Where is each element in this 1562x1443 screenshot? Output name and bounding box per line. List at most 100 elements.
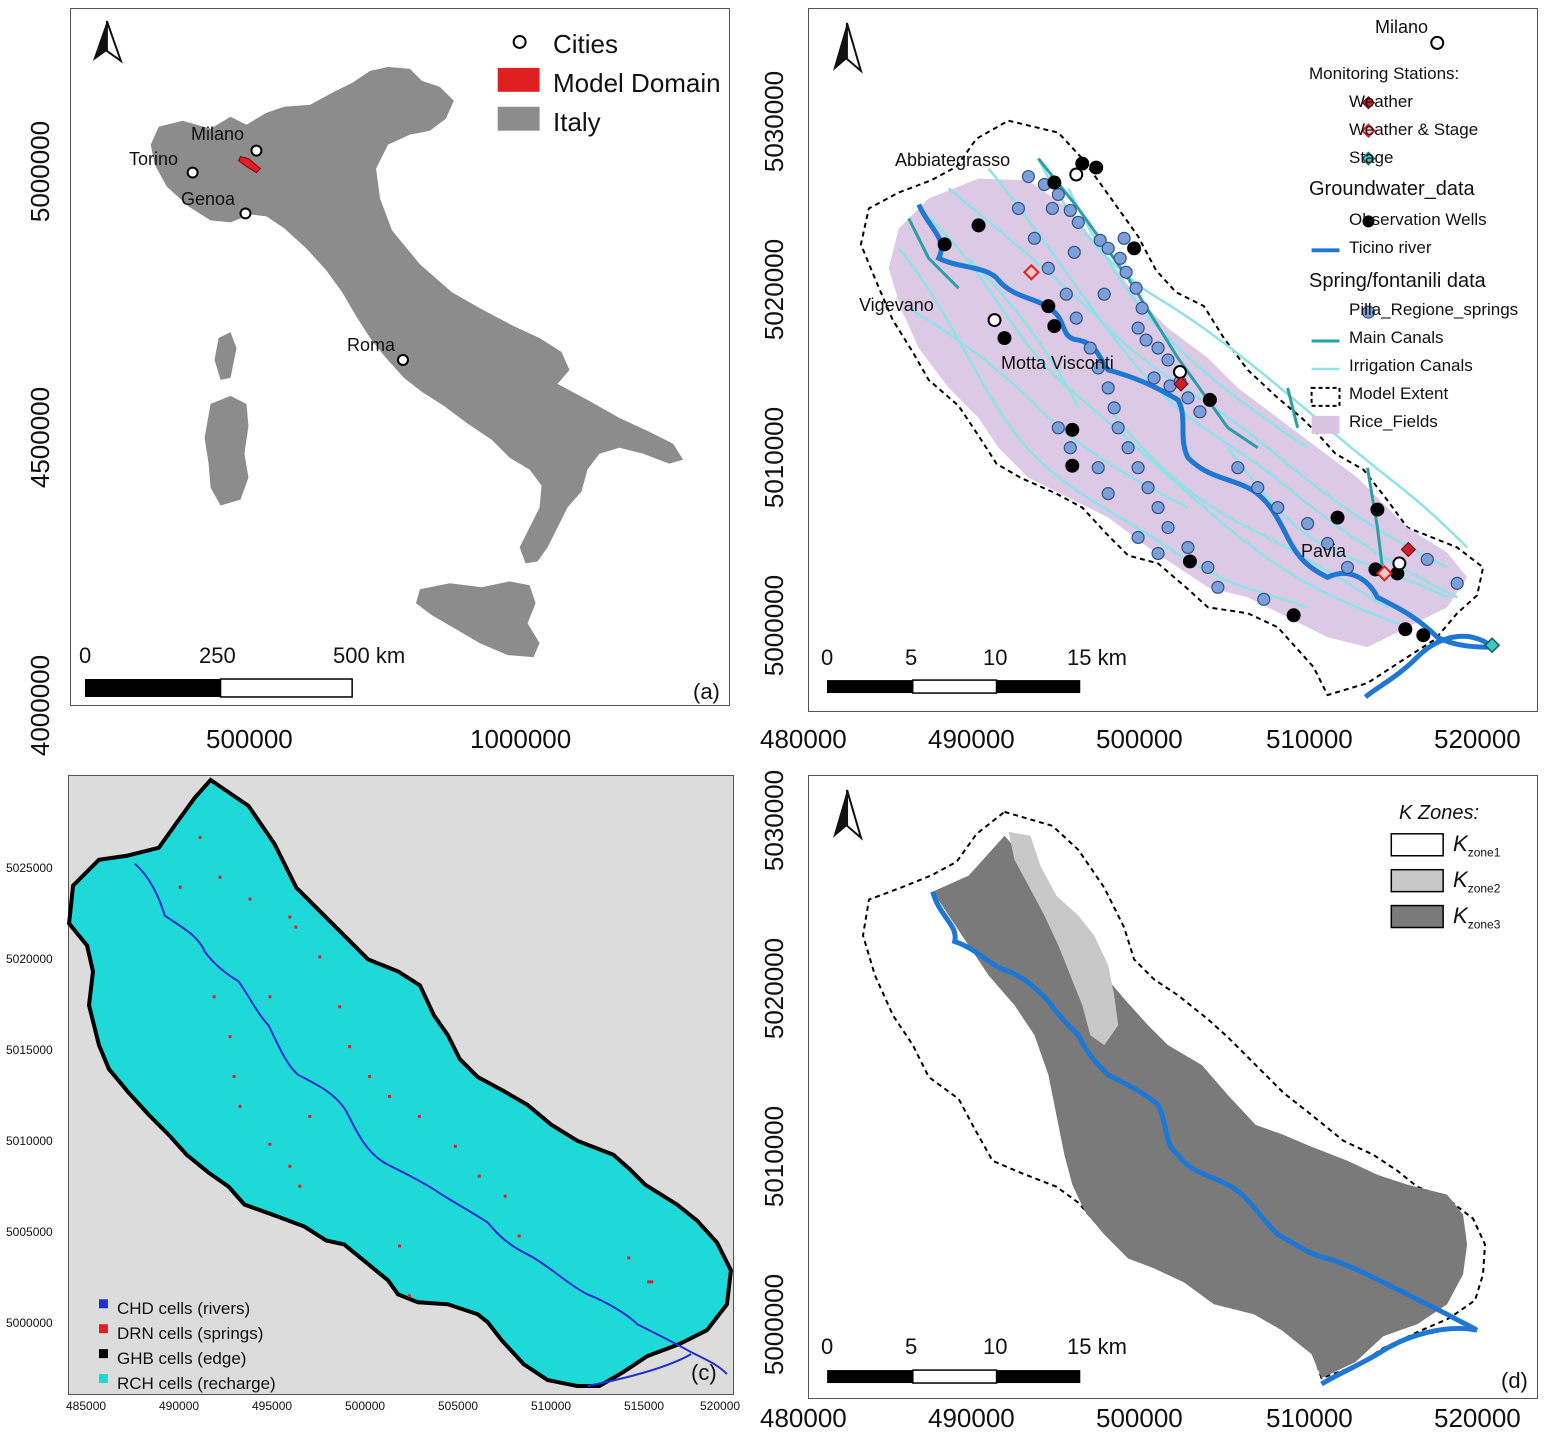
d-xtick-0: 480000 xyxy=(760,1403,847,1433)
springs-points xyxy=(1011,169,1464,606)
b-city-motta-marker xyxy=(1172,364,1187,379)
legend-rch-label: RCH cells (recharge) xyxy=(117,1374,276,1393)
legend-springs-label: Pilla_Regione_springs xyxy=(1349,300,1519,319)
north-arrow-icon xyxy=(833,789,863,841)
b-ytick-2: 5010000 xyxy=(759,406,790,509)
c-xtick-4: 505000 xyxy=(438,1399,479,1413)
legend-model-domain-label: Model Domain xyxy=(553,68,721,98)
d-xtick-1: 490000 xyxy=(928,1403,1015,1433)
legend-model-extent-label: Model Extent xyxy=(1349,384,1449,403)
b-city-abbiategrasso-marker xyxy=(1069,167,1084,182)
legend-irrigation-canals-label: Irrigation Canals xyxy=(1349,356,1473,375)
panel-b: Milano Abbiategrasso Vigevano Motta Visc… xyxy=(759,0,1562,765)
scale-bar-b-3 xyxy=(996,680,1081,694)
legend-weather-stage-label: Weather & Stage xyxy=(1349,120,1479,139)
a-xtick-1: 1000000 xyxy=(470,724,572,754)
legend-wells-label: Observation Wells xyxy=(1349,210,1487,229)
panel-d: K Zones: Kzone1 Kzone2 Kzone3 0 5 10 15 … xyxy=(759,765,1562,1443)
scale-bar-d-3 xyxy=(996,1370,1081,1384)
rch-cells-area xyxy=(67,777,733,1389)
panel-a-label: (a) xyxy=(693,679,720,704)
legend-model-domain-swatch xyxy=(497,67,540,92)
b-city-pavia-marker xyxy=(1392,556,1407,571)
rice-fields xyxy=(888,178,1468,648)
legend-springs-symbol xyxy=(1361,305,1376,319)
legend-spring-title: Spring/fontanili data xyxy=(1309,270,1486,292)
panel-b-legend: Monitoring Stations: Weather Weather & S… xyxy=(1309,64,1518,440)
b-xtick-0: 480000 xyxy=(760,724,847,754)
legend-kzone1-swatch xyxy=(1390,833,1444,857)
scale-bar-d-1 xyxy=(827,1370,913,1384)
c-ytick-0: 5025000 xyxy=(6,861,53,875)
scale-bar-b-2 xyxy=(911,679,998,694)
main-canals xyxy=(907,157,1384,568)
c-xtick-6: 515000 xyxy=(624,1399,665,1413)
legend-chd-swatch xyxy=(98,1299,108,1309)
a-xtick-0: 500000 xyxy=(206,724,293,754)
legend-ghb-swatch xyxy=(98,1349,108,1359)
legend-italy-swatch xyxy=(497,106,540,131)
c-xtick-1: 490000 xyxy=(159,1399,200,1413)
city-roma-marker xyxy=(397,354,409,366)
panel-c-map-frame: CHD cells (rivers) DRN cells (springs) G… xyxy=(67,775,734,1395)
scale-d-10: 10 xyxy=(983,1334,1008,1359)
city-label-genoa: Genoa xyxy=(181,189,236,209)
scale-d-15: 15 km xyxy=(1067,1334,1127,1359)
b-xtick-3: 510000 xyxy=(1266,724,1353,754)
b-xtick-1: 490000 xyxy=(928,724,1015,754)
legend-groundwater-title: Groundwater_data xyxy=(1309,178,1475,200)
panel-c: CHD cells (rivers) DRN cells (springs) G… xyxy=(0,765,760,1443)
city-label-roma: Roma xyxy=(347,335,396,355)
legend-cities-symbol xyxy=(512,34,527,49)
legend-monitoring-title: Monitoring Stations: xyxy=(1309,64,1460,83)
ticino-river-d-lower xyxy=(1320,1326,1478,1387)
c-ytick-1: 5020000 xyxy=(6,952,53,966)
panel-d-label: (d) xyxy=(1501,1368,1528,1393)
d-ytick-1: 5020000 xyxy=(759,937,790,1040)
d-ytick-0: 5030000 xyxy=(759,769,790,872)
d-ytick-2: 5010000 xyxy=(759,1105,790,1208)
b-city-vigevano-marker xyxy=(987,313,1002,328)
legend-kzone3-label: Kzone3 xyxy=(1453,903,1501,932)
b-city-label-pavia: Pavia xyxy=(1301,541,1347,561)
legend-kzones-title: K Zones: xyxy=(1399,802,1480,824)
sardinia xyxy=(204,395,249,506)
legend-rch-swatch xyxy=(98,1374,108,1384)
legend-ghb-label: GHB cells (edge) xyxy=(117,1349,247,1368)
scale-a-250: 250 xyxy=(199,643,236,668)
model-domain xyxy=(237,156,262,174)
b-city-label-milano: Milano xyxy=(1375,17,1429,37)
d-xtick-3: 510000 xyxy=(1266,1403,1353,1433)
scale-bar-black xyxy=(84,679,221,697)
scale-bar-white xyxy=(219,678,353,698)
city-torino-marker xyxy=(186,166,199,179)
legend-weather-stage-symbol xyxy=(1361,123,1376,139)
city-label-torino: Torino xyxy=(129,149,179,169)
k-zone3-area xyxy=(932,835,1468,1379)
b-xtick-2: 500000 xyxy=(1096,724,1183,754)
c-ytick-4: 5005000 xyxy=(6,1225,53,1239)
ticino-river-lower xyxy=(1363,633,1495,699)
study-area-map xyxy=(826,22,1501,699)
north-arrow-icon xyxy=(92,20,123,64)
observation-wells xyxy=(937,156,1431,643)
scale-d-0: 0 xyxy=(821,1334,834,1359)
a-ytick-2: 4000000 xyxy=(25,654,56,757)
italy-map xyxy=(84,20,684,698)
station-weather-2 xyxy=(1400,541,1417,558)
sicily xyxy=(415,581,540,658)
legend-italy-label: Italy xyxy=(553,107,601,137)
legend-stage-label: Stage xyxy=(1349,148,1394,167)
legend-kzone3-swatch xyxy=(1390,904,1444,929)
legend-model-extent-symbol xyxy=(1310,386,1341,407)
station-weather-1 xyxy=(1173,376,1189,392)
scale-bar-b-1 xyxy=(826,680,913,694)
b-city-milano-marker xyxy=(1430,35,1445,50)
panel-a-map-frame: Milano Torino Genoa Roma Cities Model Do… xyxy=(70,8,730,706)
panel-c-label: (c) xyxy=(691,1360,717,1385)
panel-b-map-frame: Milano Abbiategrasso Vigevano Motta Visc… xyxy=(808,8,1538,712)
scale-a-500: 500 km xyxy=(333,643,406,668)
legend-river-label: Ticino river xyxy=(1349,238,1432,257)
ticino-river-d xyxy=(930,890,1479,1333)
legend-cities-label: Cities xyxy=(553,29,619,59)
